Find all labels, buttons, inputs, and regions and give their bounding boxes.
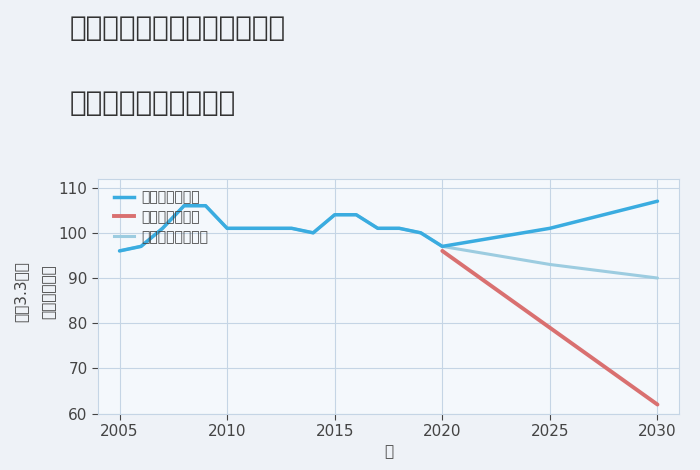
ノーマルシナリオ	[158, 226, 167, 231]
グッドシナリオ	[374, 226, 382, 231]
グッドシナリオ	[309, 230, 317, 235]
グッドシナリオ	[438, 243, 447, 249]
ノーマルシナリオ	[180, 203, 188, 209]
グッドシナリオ	[546, 226, 554, 231]
ノーマルシナリオ	[202, 203, 210, 209]
Line: バッドシナリオ: バッドシナリオ	[442, 251, 657, 405]
ノーマルシナリオ	[288, 226, 296, 231]
Line: グッドシナリオ: グッドシナリオ	[120, 201, 657, 251]
グッドシナリオ	[288, 226, 296, 231]
Text: 兵庫県姫路市五郎右衛門邸の: 兵庫県姫路市五郎右衛門邸の	[70, 14, 286, 42]
バッドシナリオ	[653, 402, 662, 407]
Text: 坪（3.3㎡）: 坪（3.3㎡）	[13, 261, 29, 322]
グッドシナリオ	[653, 198, 662, 204]
X-axis label: 年: 年	[384, 445, 393, 460]
ノーマルシナリオ	[223, 226, 231, 231]
Text: 単価（万円）: 単価（万円）	[41, 264, 57, 319]
ノーマルシナリオ	[116, 248, 124, 254]
グッドシナリオ	[352, 212, 361, 218]
グッドシナリオ	[395, 226, 403, 231]
ノーマルシナリオ	[266, 226, 274, 231]
グッドシナリオ	[244, 226, 253, 231]
グッドシナリオ	[416, 230, 425, 235]
ノーマルシナリオ	[352, 212, 361, 218]
グッドシナリオ	[136, 243, 145, 249]
ノーマルシナリオ	[244, 226, 253, 231]
Text: 中古戸建ての価格推移: 中古戸建ての価格推移	[70, 89, 237, 118]
ノーマルシナリオ	[374, 226, 382, 231]
ノーマルシナリオ	[438, 243, 447, 249]
グッドシナリオ	[330, 212, 339, 218]
グッドシナリオ	[202, 203, 210, 209]
ノーマルシナリオ	[416, 230, 425, 235]
ノーマルシナリオ	[330, 212, 339, 218]
Legend: グッドシナリオ, バッドシナリオ, ノーマルシナリオ: グッドシナリオ, バッドシナリオ, ノーマルシナリオ	[111, 188, 211, 247]
グッドシナリオ	[266, 226, 274, 231]
ノーマルシナリオ	[309, 230, 317, 235]
Line: ノーマルシナリオ: ノーマルシナリオ	[120, 206, 657, 278]
ノーマルシナリオ	[136, 243, 145, 249]
グッドシナリオ	[180, 203, 188, 209]
ノーマルシナリオ	[653, 275, 662, 281]
グッドシナリオ	[116, 248, 124, 254]
グッドシナリオ	[158, 226, 167, 231]
グッドシナリオ	[223, 226, 231, 231]
ノーマルシナリオ	[546, 262, 554, 267]
ノーマルシナリオ	[395, 226, 403, 231]
バッドシナリオ	[438, 248, 447, 254]
